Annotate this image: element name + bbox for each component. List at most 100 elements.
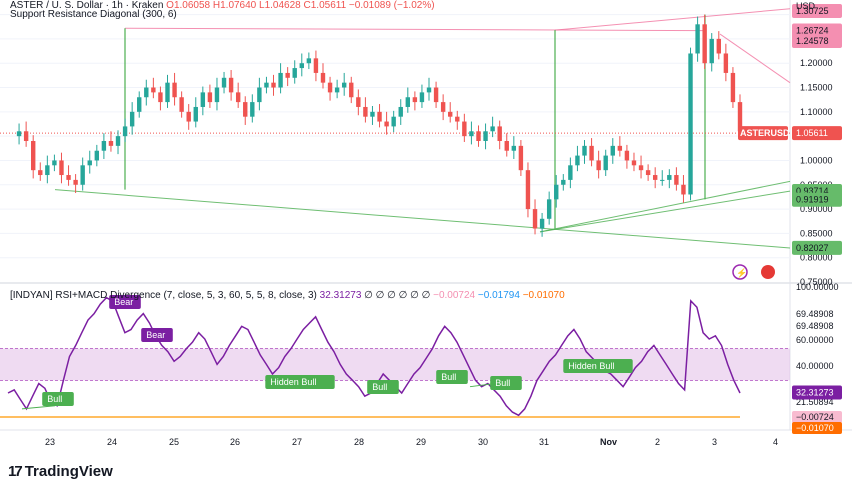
rsi-tick-label: 40.00000: [796, 361, 834, 371]
price-tick-label: 1.00000: [800, 155, 833, 165]
candle-body: [73, 179, 78, 185]
candle-body: [370, 111, 375, 117]
candle-body: [652, 175, 658, 180]
candle-body: [716, 38, 721, 54]
candle-body: [539, 218, 545, 229]
candle-body: [561, 179, 566, 185]
candle-body: [165, 82, 170, 103]
candle-body: [94, 150, 100, 161]
tradingview-logo-icon: 17: [8, 463, 23, 480]
price-axis-tag: [792, 33, 842, 48]
candle-body: [158, 92, 163, 103]
candle-body: [483, 131, 488, 141]
candle-body: [405, 97, 411, 107]
time-tick-label: 28: [354, 437, 364, 447]
rsi-tick-label: 21.50894: [796, 397, 834, 407]
time-tick-label: 31: [539, 437, 549, 447]
resistance-diagonal-line: [554, 8, 791, 31]
candle-body: [151, 87, 156, 93]
candle-body: [87, 160, 92, 166]
price-axis-tag-text: 1.30725: [796, 6, 829, 16]
time-tick-label: 2: [655, 437, 660, 447]
candle-body: [200, 92, 206, 107]
rsi-band: [0, 348, 790, 381]
candle-body: [511, 145, 517, 151]
candle-body: [631, 160, 637, 166]
macd-value-3: −0.01070: [522, 290, 565, 301]
price-tick-label: 1.20000: [800, 58, 833, 68]
candle-body: [391, 116, 396, 127]
price-tick-label: 1.10000: [800, 107, 833, 117]
signal-label: [265, 375, 335, 389]
candle-body: [730, 72, 736, 103]
rsi-value-tag-text: 32.31273: [796, 388, 834, 398]
candle-body: [596, 160, 601, 171]
signal-label: [109, 295, 141, 309]
rsi-tick-label: 69.48908: [796, 309, 834, 319]
flag-icon: [761, 265, 775, 279]
candle-body: [80, 165, 85, 185]
candle-body: [412, 97, 418, 103]
rsi-tick-label: 69.48908: [796, 321, 834, 331]
price-axis-tag: [792, 4, 842, 19]
candle-body: [320, 72, 326, 83]
time-tick-label: 4: [773, 437, 778, 447]
candle-body: [122, 126, 128, 137]
candle-body: [504, 141, 509, 151]
signal-label: [563, 359, 633, 373]
candle-body: [398, 106, 403, 117]
candle-body: [582, 145, 587, 156]
price-tick-label: 1.15000: [800, 83, 833, 93]
price-axis-tag-text: 0.93714: [796, 186, 829, 196]
candle-body: [667, 175, 672, 180]
time-tick-label: Nov: [600, 437, 617, 447]
candle-body: [674, 175, 679, 185]
candle-body: [702, 24, 707, 64]
candle-body: [101, 141, 107, 151]
price-tick-label: 0.80000: [800, 253, 833, 263]
time-tick-label: 23: [45, 437, 55, 447]
candle-body: [476, 131, 481, 141]
support-diagonal-line-2: [539, 180, 791, 233]
candle-body: [31, 141, 36, 171]
candle-body: [546, 199, 552, 219]
candle-body: [645, 170, 651, 176]
candle-body: [497, 126, 502, 141]
symbol-tag-text: ASTERUSD: [740, 128, 790, 138]
indicator-support-resistance[interactable]: Support Resistance Diagonal (300, 6): [10, 9, 177, 20]
time-tick-label: 3: [712, 437, 717, 447]
candle-body: [334, 87, 340, 93]
indicator-rsi-label: [INDYAN] RSI+MACD Divergence (7, close, …: [10, 290, 317, 301]
candle-body: [575, 155, 580, 166]
price-axis-tag-text: 1.24578: [796, 36, 829, 46]
currency-label: USD: [796, 1, 816, 11]
price-axis-tag: [792, 240, 842, 255]
lightning-icon-glyph: ⚡: [736, 267, 747, 279]
price-axis-tag: [792, 126, 842, 141]
time-tick-label: 30: [478, 437, 488, 447]
ohlc-values: O1.06058 H1.07640 L1.04628 C1.05611 −0.0…: [166, 0, 435, 11]
candle-body: [518, 145, 524, 171]
candle-body: [137, 97, 142, 112]
candle-body: [186, 111, 191, 122]
candle-body: [179, 97, 184, 112]
candle-body: [356, 97, 361, 107]
candle-body: [695, 24, 700, 54]
macd-value-tag-text: −0.01070: [796, 423, 834, 433]
candle-body: [292, 68, 297, 78]
tradingview-brand[interactable]: 17 TradingView: [8, 463, 113, 480]
macd-value-tag-text: −0.00724: [796, 412, 834, 422]
lightning-icon: [732, 264, 748, 280]
candle-body: [660, 179, 665, 181]
candle-body: [709, 38, 714, 64]
macd-value-2: −0.01794: [477, 290, 520, 301]
resistance-diagonal-line-2: [719, 33, 791, 84]
price-tick-label: 0.85000: [800, 228, 833, 238]
indicator-rsi-value: 32.31273: [319, 290, 362, 301]
candle-body: [221, 77, 227, 88]
candle-body: [681, 184, 686, 195]
signal-label-text: Bear: [114, 297, 133, 307]
indicator-rsi-macd[interactable]: [INDYAN] RSI+MACD Divergence (7, close, …: [10, 290, 565, 301]
price-axis-tag-text: 0.82027: [796, 243, 829, 253]
